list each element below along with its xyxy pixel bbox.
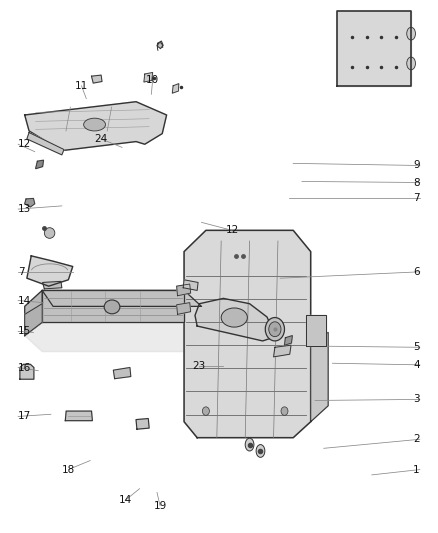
Ellipse shape bbox=[104, 300, 120, 314]
Ellipse shape bbox=[84, 118, 106, 131]
Text: 13: 13 bbox=[18, 204, 32, 214]
Polygon shape bbox=[285, 336, 292, 345]
Text: 15: 15 bbox=[18, 326, 32, 336]
Text: 19: 19 bbox=[153, 500, 167, 511]
Polygon shape bbox=[25, 198, 35, 207]
Text: 18: 18 bbox=[62, 465, 75, 474]
Polygon shape bbox=[274, 345, 291, 357]
Ellipse shape bbox=[256, 445, 265, 457]
Polygon shape bbox=[157, 41, 163, 49]
Text: 16: 16 bbox=[18, 362, 32, 373]
Polygon shape bbox=[184, 230, 311, 438]
Text: 8: 8 bbox=[413, 177, 420, 188]
Polygon shape bbox=[42, 281, 62, 289]
Polygon shape bbox=[65, 411, 92, 421]
Text: 23: 23 bbox=[193, 361, 206, 372]
Polygon shape bbox=[306, 314, 326, 346]
Text: 2: 2 bbox=[413, 434, 420, 445]
Polygon shape bbox=[337, 11, 411, 86]
Ellipse shape bbox=[245, 438, 254, 451]
Ellipse shape bbox=[269, 322, 281, 337]
Polygon shape bbox=[42, 290, 184, 322]
Polygon shape bbox=[25, 290, 201, 352]
Text: 12: 12 bbox=[226, 225, 239, 236]
Ellipse shape bbox=[44, 228, 55, 238]
Polygon shape bbox=[25, 304, 42, 336]
Text: 7: 7 bbox=[18, 267, 25, 277]
Text: 1: 1 bbox=[413, 465, 420, 474]
Polygon shape bbox=[177, 284, 191, 296]
Text: 12: 12 bbox=[18, 139, 32, 149]
Text: 5: 5 bbox=[413, 342, 420, 352]
Ellipse shape bbox=[407, 57, 416, 70]
Ellipse shape bbox=[221, 308, 247, 327]
Ellipse shape bbox=[407, 27, 416, 40]
Text: 9: 9 bbox=[413, 160, 420, 171]
Polygon shape bbox=[113, 368, 131, 378]
Ellipse shape bbox=[202, 407, 209, 415]
Polygon shape bbox=[144, 72, 152, 82]
Text: 14: 14 bbox=[18, 295, 32, 305]
Text: 7: 7 bbox=[413, 193, 420, 204]
Polygon shape bbox=[27, 256, 73, 286]
Text: 10: 10 bbox=[146, 76, 159, 85]
Polygon shape bbox=[177, 303, 191, 314]
Polygon shape bbox=[92, 75, 102, 83]
Text: 17: 17 bbox=[18, 411, 32, 422]
Polygon shape bbox=[136, 418, 149, 429]
Polygon shape bbox=[42, 290, 201, 306]
Polygon shape bbox=[20, 365, 34, 379]
Polygon shape bbox=[172, 84, 179, 93]
Text: 6: 6 bbox=[413, 267, 420, 277]
Ellipse shape bbox=[281, 407, 288, 415]
Polygon shape bbox=[25, 290, 42, 336]
Text: 24: 24 bbox=[95, 134, 108, 144]
Text: 4: 4 bbox=[413, 360, 420, 370]
Polygon shape bbox=[195, 298, 276, 341]
Text: 14: 14 bbox=[119, 495, 132, 505]
Polygon shape bbox=[35, 160, 43, 168]
Polygon shape bbox=[183, 280, 198, 290]
Text: 11: 11 bbox=[75, 81, 88, 91]
Polygon shape bbox=[25, 102, 166, 151]
Polygon shape bbox=[311, 333, 328, 422]
Text: 3: 3 bbox=[413, 394, 420, 405]
Ellipse shape bbox=[265, 318, 285, 341]
Polygon shape bbox=[27, 133, 64, 155]
